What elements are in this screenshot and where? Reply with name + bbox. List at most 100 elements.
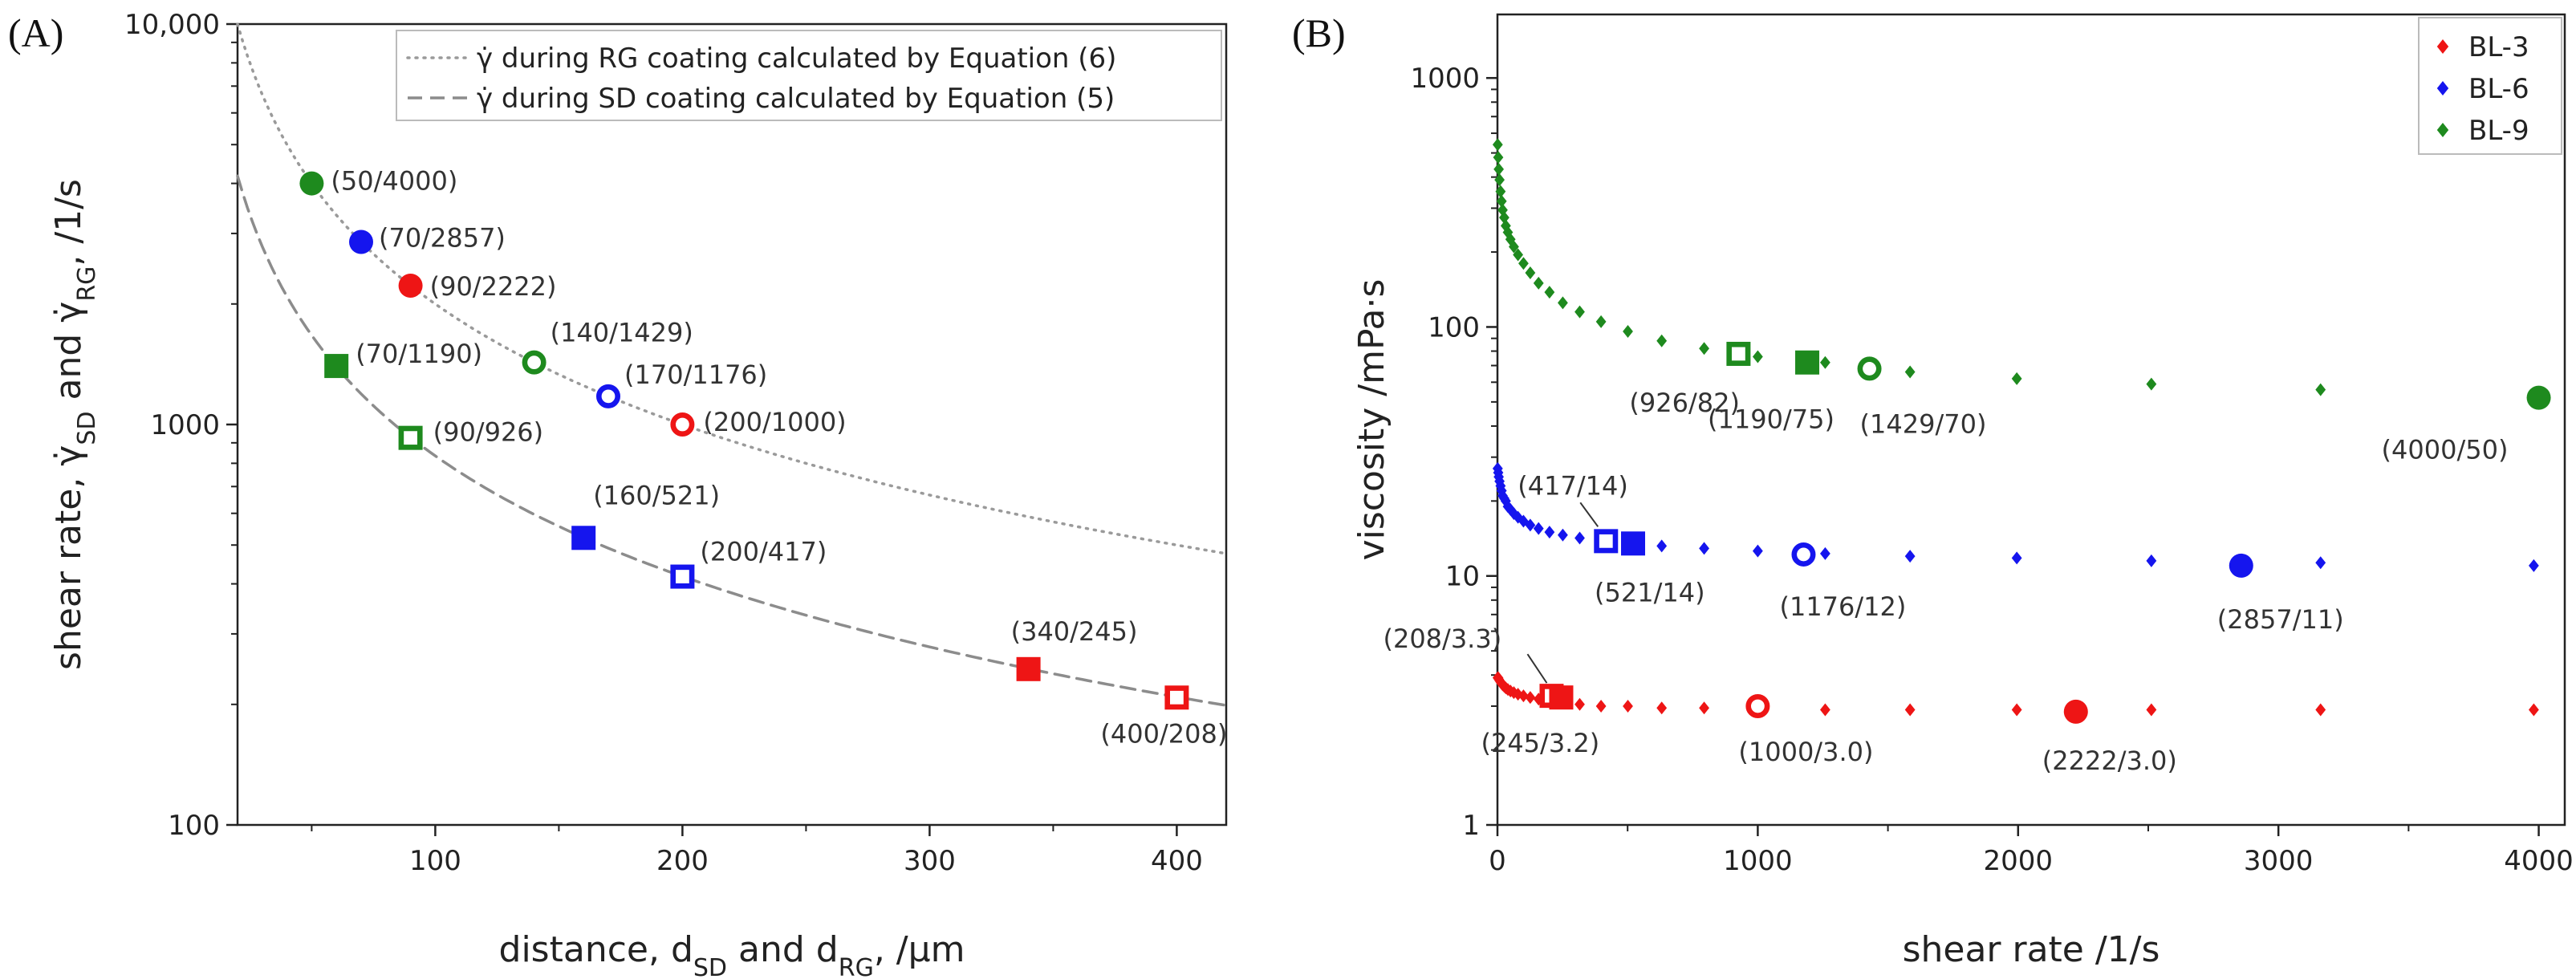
- data-point-bl-3: [1623, 699, 1633, 713]
- data-point-bl-9: [2011, 372, 2022, 385]
- panel-label-a: (A): [8, 10, 63, 55]
- data-point-bl-9: [2146, 377, 2157, 391]
- data-point-bl-6: [1500, 494, 1511, 508]
- legend-swatch: [2436, 123, 2449, 137]
- data-point-bl-9: [1752, 350, 1763, 364]
- chart-a-xlabel: distance, dSD and dRG, /µm: [499, 929, 965, 979]
- highlight-point: [1857, 356, 1882, 381]
- xlabel-part: and d: [727, 929, 839, 970]
- data-point-bl-9: [1623, 324, 1633, 338]
- leader-line: [1526, 653, 1548, 684]
- legend-label: BL-3: [2468, 31, 2529, 63]
- ylabel-part: SD: [73, 411, 101, 445]
- chart-b-frame: [1496, 13, 2566, 827]
- data-point-bl-6: [2146, 554, 2157, 567]
- x-tick-label: 0: [1489, 845, 1506, 877]
- y-tick-label: 100: [1428, 311, 1480, 343]
- data-label: (1429/70): [1860, 408, 1987, 439]
- data-point: [1164, 685, 1189, 710]
- data-point-bl-9: [1595, 315, 1607, 328]
- data-point-bl-9: [1513, 248, 1524, 262]
- data-label: (2222/3.0): [2042, 745, 2177, 776]
- x-tick-label: 1000: [1723, 845, 1793, 877]
- y-tick-label: 1000: [1410, 63, 1480, 95]
- data-point: [670, 564, 695, 589]
- xlabel-part: RG: [839, 954, 874, 979]
- chart-b-ylabel: viscosity /mPa·s: [1351, 279, 1392, 561]
- xlabel-part: distance, d: [499, 929, 693, 970]
- highlight-point: [2229, 553, 2253, 578]
- data-label: (1176/12): [1779, 591, 1906, 622]
- data-point-bl-6: [1558, 528, 1568, 542]
- data-point-bl-9: [1495, 185, 1506, 198]
- data-point-bl-9: [1500, 219, 1511, 233]
- data-point-bl-9: [1533, 276, 1544, 290]
- leader-line: [1579, 502, 1599, 527]
- data-point-bl-3: [1513, 688, 1524, 701]
- data-point: [324, 354, 349, 379]
- data-label: (208/3.3): [1383, 624, 1501, 654]
- data-label: (926/82): [1629, 388, 1740, 418]
- chart-a-legend-box: [396, 30, 1222, 121]
- data-label: (50/4000): [331, 166, 457, 197]
- data-point: [398, 425, 423, 450]
- legend-swatch: [2436, 81, 2449, 95]
- data-point-bl-3: [2011, 703, 2022, 717]
- data-point-bl-9: [1525, 266, 1536, 279]
- x-tick-label: 400: [1151, 845, 1203, 877]
- data-point-bl-6: [2011, 551, 2022, 565]
- data-point-bl-3: [1574, 697, 1585, 711]
- ylabel-part: and: [48, 323, 89, 412]
- ylabel-part: , /1/s: [48, 179, 89, 266]
- data-point-bl-9: [1492, 138, 1503, 152]
- data-point-bl-9: [1544, 286, 1555, 299]
- data-point-bl-6: [1544, 526, 1555, 539]
- data-point-bl-6: [1699, 542, 1709, 555]
- data-point-bl-6: [1525, 518, 1536, 532]
- legend-swatch: [2436, 39, 2449, 54]
- data-label: (70/1190): [356, 339, 482, 369]
- data-point-bl-6: [1518, 514, 1529, 528]
- data-point: [595, 384, 620, 408]
- data-label: (2857/11): [2217, 604, 2344, 635]
- data-label: (200/1000): [703, 407, 846, 437]
- xlabel-part: , /µm: [874, 929, 965, 970]
- xlabel-part: SD: [693, 954, 727, 979]
- data-point: [349, 230, 373, 254]
- x-tick-label: 4000: [2504, 845, 2574, 877]
- data-point-bl-6: [1904, 550, 1916, 563]
- y-tick-label: 10,000: [124, 9, 220, 41]
- data-point-bl-9: [1656, 334, 1668, 347]
- data-label: (245/3.2): [1481, 728, 1599, 758]
- data-label: (1190/75): [1708, 404, 1834, 435]
- data-label: (4000/50): [2382, 435, 2509, 465]
- data-point-bl-9: [2315, 383, 2326, 396]
- panel-label-b: (B): [1292, 10, 1346, 55]
- data-point: [522, 350, 546, 375]
- data-point-bl-9: [1494, 173, 1505, 187]
- ylabel-part: γ̇: [48, 445, 89, 466]
- highlight-point: [1745, 693, 1770, 718]
- y-tick-label: 10: [1445, 561, 1480, 593]
- data-label: (200/417): [700, 537, 827, 567]
- x-tick-label: 300: [904, 845, 956, 877]
- legend-label: BL-6: [2468, 73, 2529, 105]
- data-point-bl-9: [1558, 296, 1568, 310]
- data-point-bl-3: [2315, 703, 2326, 717]
- data-point-bl-9: [1493, 151, 1504, 165]
- highlight-point: [1795, 350, 1820, 375]
- highlight-point: [1594, 529, 1619, 554]
- data-label: (160/521): [593, 480, 720, 510]
- chart-b-xlabel: shear rate /1/s: [1903, 929, 2160, 970]
- data-point-bl-3: [1699, 701, 1709, 715]
- data-label: (170/1176): [624, 360, 767, 390]
- y-tick-label: 1000: [150, 409, 220, 441]
- data-point-bl-6: [1513, 510, 1524, 524]
- ylabel-part: shear rate,: [48, 466, 89, 670]
- legend-sd-label: γ̇ during SD coating calculated by Equat…: [477, 83, 1115, 115]
- data-point-bl-6: [2528, 559, 2539, 572]
- data-point-bl-3: [1525, 691, 1536, 705]
- ylabel-part: γ̇: [48, 302, 89, 323]
- legend-rg-label: γ̇ during RG coating calculated by Equat…: [477, 43, 1116, 75]
- highlight-point: [1621, 531, 1646, 556]
